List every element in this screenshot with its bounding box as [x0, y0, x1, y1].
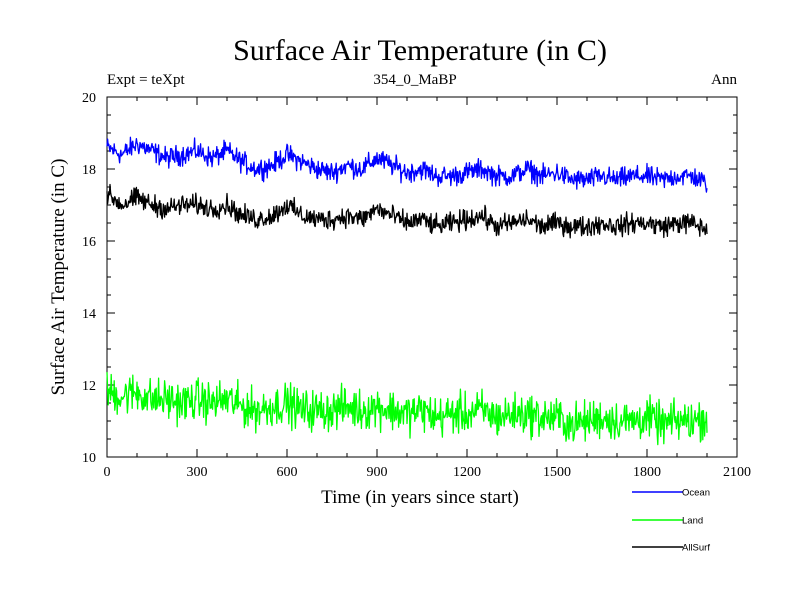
series-line-allsurf [106, 183, 708, 239]
series-lines [106, 136, 708, 446]
y-tick-label: 20 [82, 91, 96, 106]
legend-label-allsurf: AllSurf [682, 543, 710, 554]
x-axis-label: Time (in years since start) [321, 487, 519, 508]
y-tick-label: 10 [82, 451, 96, 466]
x-tick-label: 900 [367, 465, 388, 480]
legend-label-ocean: Ocean [682, 488, 710, 499]
chart-subtitle: 354_0_MaBP [373, 72, 456, 88]
x-tick-label: 600 [277, 465, 298, 480]
chart-title: Surface Air Temperature (in C) [233, 34, 607, 67]
x-tick-label: 1500 [543, 465, 571, 480]
x-tick-label: 2100 [723, 465, 751, 480]
series-line-land [106, 372, 708, 446]
y-tick-label: 18 [82, 163, 96, 178]
y-tick-label: 16 [82, 235, 96, 250]
y-tick-label: 12 [82, 379, 96, 394]
x-axis: 0 300 600 900 1200 1500 1800 2100 [104, 97, 751, 480]
x-tick-label: 300 [187, 465, 208, 480]
experiment-label: Expt = teXpt [107, 72, 185, 88]
x-tick-label: 1200 [453, 465, 481, 480]
y-axis-label: Surface Air Temperature (in C) [48, 159, 69, 396]
series-line-ocean [106, 136, 708, 193]
x-tick-label: 1800 [633, 465, 661, 480]
period-label: Ann [711, 72, 737, 88]
legend-label-land: Land [682, 516, 703, 527]
y-axis: 10 12 14 16 18 20 [82, 91, 737, 466]
y-tick-label: 14 [82, 307, 96, 322]
x-tick-label: 0 [104, 465, 111, 480]
legend: Ocean Land AllSurf [632, 488, 710, 554]
